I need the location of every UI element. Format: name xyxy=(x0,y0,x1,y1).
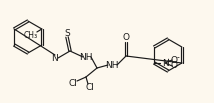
Text: O: O xyxy=(122,33,129,43)
Text: N: N xyxy=(52,53,58,63)
Text: O: O xyxy=(171,61,178,70)
Text: S: S xyxy=(64,29,70,37)
Text: Cl: Cl xyxy=(68,80,77,88)
Text: -: - xyxy=(177,53,180,63)
Text: +: + xyxy=(166,57,171,63)
Text: CH₃: CH₃ xyxy=(24,32,38,40)
Text: N: N xyxy=(162,59,168,67)
Text: O: O xyxy=(171,56,178,64)
Text: NH: NH xyxy=(105,60,119,70)
Text: NH: NH xyxy=(79,53,93,61)
Text: Cl: Cl xyxy=(86,84,94,92)
